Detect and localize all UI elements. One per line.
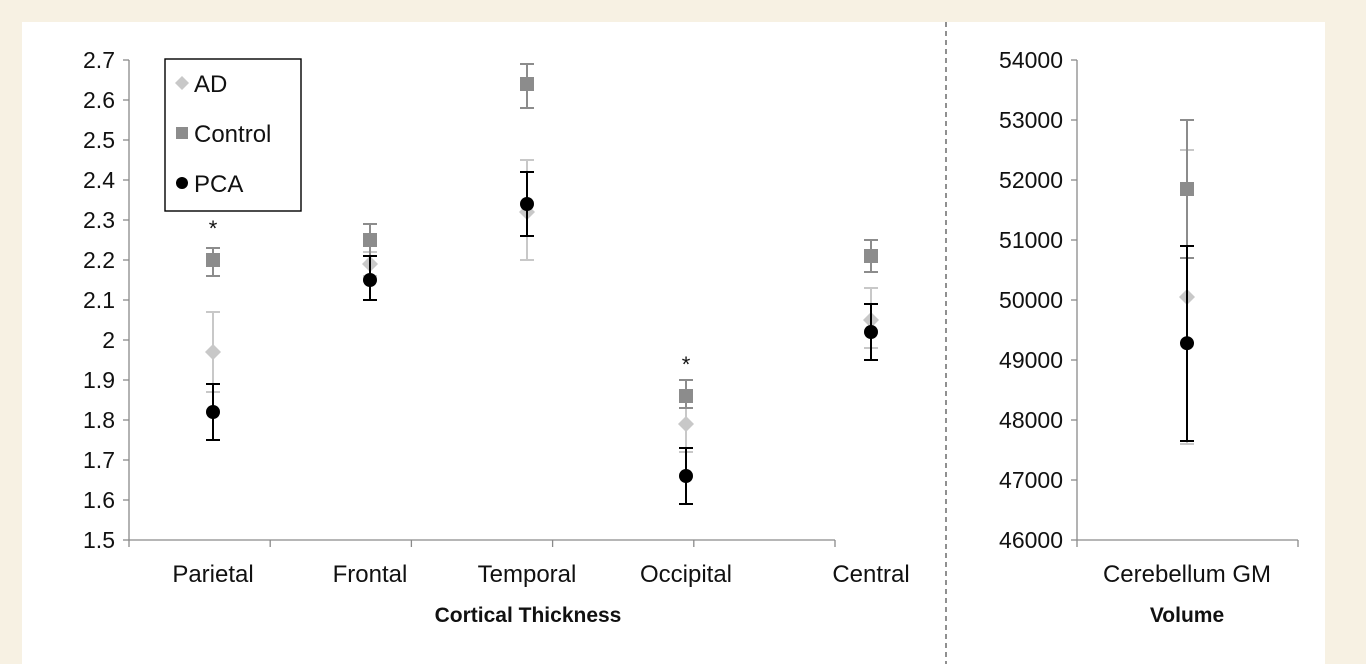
point-control (363, 233, 377, 247)
y-tick-label: 1.5 (83, 527, 115, 553)
y-tick-label: 51000 (999, 227, 1063, 253)
point-pca (864, 325, 878, 339)
x-category-label: Temporal (478, 561, 577, 588)
y-tick-label: 2.6 (83, 87, 115, 113)
y-tick-label: 1.8 (83, 407, 115, 433)
x-category-label: Occipital (640, 561, 732, 588)
y-tick-label: 1.9 (83, 367, 115, 393)
legend-marker-ad (175, 76, 189, 90)
legend-label-ad: AD (194, 71, 227, 98)
point-pca (1180, 336, 1194, 351)
y-tick-label: 53000 (999, 107, 1063, 133)
point-ad (205, 344, 221, 360)
legend-marker-pca (176, 177, 188, 189)
point-control (864, 249, 878, 263)
point-pca (520, 197, 534, 211)
legend-label-control: Control (194, 121, 271, 148)
figure-panel: 1.5 1.6 1.7 1.8 1.9 2 2.1 2.2 2.3 2.4 2.5 2.6 2.7 Par… (22, 22, 1325, 664)
x-axis-title: Cortical Thickness (435, 604, 622, 627)
point-pca (363, 273, 377, 287)
y-tick-label: 2.5 (83, 127, 115, 153)
point-control (679, 389, 693, 403)
y-tick-label: 2.1 (83, 287, 115, 313)
x-category-label: Cerebellum GM (1103, 561, 1271, 588)
x-category-label: Central (832, 561, 909, 588)
point-control (1180, 182, 1194, 196)
y-tick-label: 2.7 (83, 47, 115, 73)
y-tick-label: 2.3 (83, 207, 115, 233)
y-tick-label: 2 (102, 327, 115, 353)
y-tick-label: 47000 (999, 467, 1063, 493)
point-pca (679, 469, 693, 483)
y-tick-label: 1.7 (83, 447, 115, 473)
y-tick-label: 49000 (999, 347, 1063, 373)
x-category-label: Parietal (172, 561, 253, 588)
y-tick-label: 48000 (999, 407, 1063, 433)
chart-svg: 1.5 1.6 1.7 1.8 1.9 2 2.1 2.2 2.3 2.4 2.5 2.6 2.7 Par… (83, 22, 1299, 664)
x-axis-title: Volume (1150, 604, 1224, 627)
y-tick-label: 2.4 (83, 167, 115, 193)
y-tick-label: 52000 (999, 167, 1063, 193)
legend-label-pca: PCA (194, 171, 243, 198)
significance-annotation: * (209, 216, 218, 241)
y-tick-label: 1.6 (83, 487, 115, 513)
point-ad (678, 416, 694, 432)
legend-marker-control (176, 127, 188, 139)
x-category-label: Frontal (333, 561, 408, 588)
significance-annotation: * (682, 352, 691, 377)
y-tick-label: 50000 (999, 287, 1063, 313)
y-tick-label: 46000 (999, 527, 1063, 553)
point-control (206, 253, 220, 267)
point-pca (206, 405, 220, 419)
y-tick-label: 54000 (999, 47, 1063, 73)
y-tick-label: 2.2 (83, 247, 115, 273)
point-control (520, 77, 534, 91)
